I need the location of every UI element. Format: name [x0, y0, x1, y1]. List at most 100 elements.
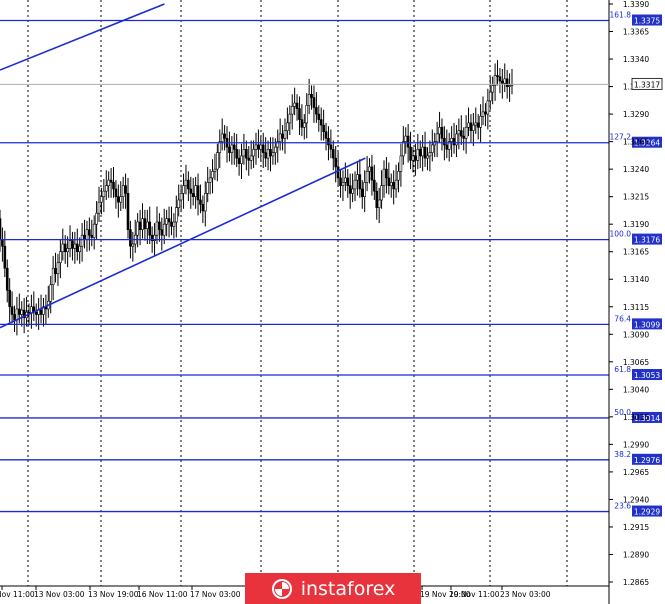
candle-body	[295, 102, 299, 109]
y-tick-label: 1.3215	[623, 193, 649, 202]
candle-body	[286, 122, 289, 131]
brand-watermark-text: instaforex	[300, 577, 396, 600]
trend-line	[0, 157, 366, 329]
candle-body	[121, 185, 125, 197]
candle-body	[274, 146, 277, 153]
candle-body	[184, 179, 188, 186]
candle-body	[305, 104, 309, 124]
candle-body	[153, 234, 156, 242]
candle-body	[382, 168, 386, 186]
candle-body	[423, 146, 427, 159]
candle-body	[315, 107, 318, 115]
candle-body	[203, 193, 207, 212]
y-tick-label: 1.3140	[623, 275, 649, 284]
x-tick-label: 17 Nov 03:00	[190, 590, 241, 599]
candle-body	[223, 133, 226, 139]
candle-body	[322, 124, 325, 133]
candle-body	[13, 314, 16, 321]
candle-body	[85, 229, 89, 240]
candle-body	[59, 251, 62, 264]
candle-body	[97, 201, 101, 214]
trend-lines	[0, 3, 366, 329]
candle-body	[73, 243, 77, 249]
candle-body	[281, 133, 284, 139]
candle-body	[117, 196, 120, 203]
fib-level-price-tag	[632, 411, 662, 423]
x-tick-label: 23 Nov 03:00	[500, 590, 551, 599]
candle-body	[421, 146, 424, 157]
candle-body	[438, 127, 441, 135]
candle-body	[317, 113, 321, 120]
candle-body	[206, 182, 209, 194]
candle-body	[78, 245, 81, 253]
candle-body	[501, 80, 504, 84]
candle-body	[399, 155, 403, 172]
candle-body	[259, 144, 263, 150]
candle-body	[63, 243, 67, 253]
candle-body	[119, 196, 123, 203]
fib-level-price-tag	[632, 136, 662, 148]
candle-body	[428, 152, 432, 157]
candle-body	[327, 138, 330, 146]
y-tick-label: 1.3390	[623, 0, 649, 9]
candle-body	[0, 218, 2, 240]
fib-level-ratio: 50.0	[614, 408, 631, 417]
candle-body	[269, 149, 272, 157]
candle-body	[481, 111, 485, 117]
fib-level-ratio: 38.2	[614, 450, 631, 459]
candle-body	[216, 152, 219, 170]
instaforex-logo-icon	[271, 578, 292, 599]
y-tick-label: 1.3340	[623, 55, 649, 64]
candle-body	[3, 245, 7, 269]
candle-body	[194, 185, 197, 197]
fib-level-price: 1.3176	[634, 236, 660, 245]
y-tick-label: 1.3240	[623, 165, 649, 174]
y-tick-label: 1.3265	[623, 138, 649, 147]
candle-body	[34, 311, 38, 315]
y-tick-label: 1.2965	[623, 468, 649, 477]
candle-body	[276, 141, 280, 148]
candle-body	[363, 182, 366, 197]
candle-body	[254, 144, 258, 150]
candle-body	[375, 190, 379, 208]
y-tick-label: 1.3040	[623, 385, 649, 394]
candle-body	[199, 199, 202, 205]
y-tick-label: 1.3065	[623, 358, 649, 367]
fib-level-price: 1.3264	[634, 139, 660, 148]
candle-body	[92, 223, 96, 238]
candle-body	[90, 234, 94, 238]
candle-body	[249, 155, 253, 161]
candle-body	[426, 155, 429, 159]
candle-body	[344, 177, 347, 183]
candle-body	[452, 138, 456, 146]
candle-body	[365, 171, 369, 183]
candle-body	[242, 149, 246, 157]
fib-level-price-tag	[632, 369, 662, 381]
candle-body	[435, 133, 439, 142]
candle-body	[447, 141, 451, 150]
candle-body	[339, 177, 342, 186]
candle-body	[431, 144, 434, 153]
y-tick-label: 1.2890	[623, 550, 649, 559]
candle-body	[167, 218, 171, 223]
candle-body	[406, 135, 410, 148]
candle-body	[298, 108, 301, 120]
candle-body	[138, 221, 142, 230]
candle-body	[109, 179, 113, 183]
candle-body	[503, 78, 507, 84]
candle-body	[356, 174, 359, 181]
candle-body	[303, 122, 306, 128]
candle-body	[353, 179, 357, 190]
y-tick-label: 1.2915	[623, 523, 649, 532]
candle-body	[191, 193, 195, 197]
candle-body	[189, 188, 193, 194]
candle-body	[131, 243, 135, 247]
candle-body	[493, 75, 497, 86]
candle-body	[402, 141, 405, 157]
candle-body	[469, 122, 473, 131]
candle-body	[201, 204, 205, 212]
candle-body	[404, 135, 408, 142]
candle-body	[232, 144, 236, 150]
candle-body	[392, 182, 395, 190]
